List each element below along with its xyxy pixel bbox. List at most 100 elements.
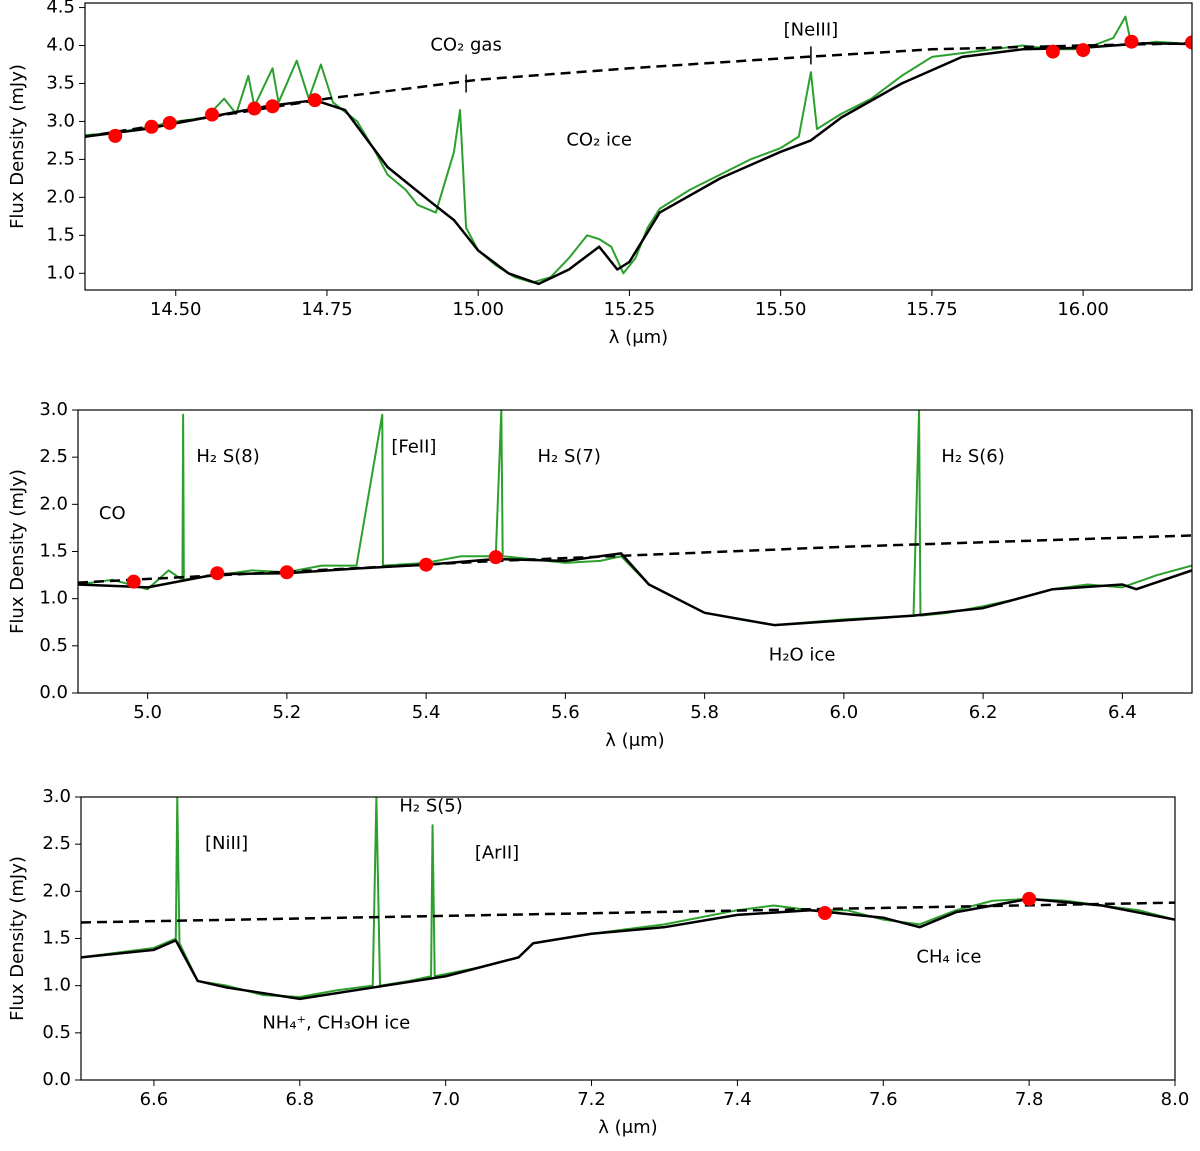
continuum-line — [81, 901, 1175, 924]
continuum-line — [85, 41, 1192, 138]
annotation: CH₄ ice — [916, 946, 981, 967]
x-tick-label: 6.0 — [830, 702, 859, 723]
anchor-point — [1045, 44, 1060, 59]
y-tick-label: 2.0 — [39, 493, 68, 514]
x-tick-label: 14.75 — [301, 299, 353, 320]
x-tick-label: 6.2 — [969, 702, 998, 723]
x-tick-label: 7.2 — [577, 1089, 606, 1110]
spectrum-line — [81, 797, 1175, 998]
y-tick-label: 1.5 — [39, 541, 68, 562]
smoothed-line — [81, 897, 1175, 1001]
x-axis-label: λ (μm) — [609, 327, 668, 348]
smoothed-line — [78, 552, 1192, 627]
y-tick-label: 2.5 — [46, 148, 75, 169]
y-tick-label: 2.5 — [39, 446, 68, 467]
continuum-line — [78, 534, 1192, 584]
annotation: H₂ S(8) — [196, 446, 259, 467]
anchor-point — [265, 99, 280, 114]
x-tick-label: 8.0 — [1161, 1089, 1190, 1110]
x-axis-label: λ (μm) — [605, 730, 664, 751]
anchor-point — [307, 93, 322, 108]
y-tick-label: 0.0 — [39, 682, 68, 703]
x-axis-label: λ (μm) — [598, 1117, 657, 1138]
annotation: H₂ S(6) — [941, 446, 1004, 467]
y-tick-label: 4.5 — [46, 0, 75, 18]
y-tick-label: 3.5 — [46, 72, 75, 93]
anchor-point — [162, 115, 177, 130]
annotation: NH₄⁺, CH₃OH ice — [262, 1012, 410, 1033]
y-tick-label: 2.0 — [42, 880, 71, 901]
annotation: CO₂ gas — [430, 35, 502, 56]
y-tick-label: 3.0 — [46, 110, 75, 131]
axes-frame — [84, 2, 1193, 291]
y-tick-label: 1.0 — [39, 588, 68, 609]
y-tick-label: 0.0 — [42, 1069, 71, 1090]
x-tick-label: 6.6 — [140, 1089, 169, 1110]
anchor-point — [1185, 35, 1192, 50]
plot-area — [85, 15, 1192, 286]
annotation: [ArII] — [475, 843, 519, 864]
plot-area — [81, 797, 1175, 1001]
y-axis-label: Flux Density (mJy) — [7, 469, 28, 634]
x-tick-label: 6.4 — [1108, 702, 1137, 723]
spectrum-line — [78, 410, 1192, 627]
x-tick-label: 7.8 — [1015, 1089, 1044, 1110]
annotation: CO₂ ice — [566, 129, 632, 150]
annotation: [NeIII] — [784, 19, 839, 40]
y-tick-label: 4.0 — [46, 35, 75, 56]
x-tick-label: 5.6 — [551, 702, 580, 723]
x-tick-label: 6.8 — [285, 1089, 314, 1110]
anchor-point — [1022, 891, 1037, 906]
y-axis-label: Flux Density (mJy) — [7, 64, 28, 229]
anchor-point — [247, 101, 262, 116]
plot-area — [78, 410, 1192, 627]
spectrum-line — [85, 15, 1192, 284]
y-tick-label: 1.0 — [42, 975, 71, 996]
x-tick-label: 7.0 — [431, 1089, 460, 1110]
x-tick-label: 15.50 — [755, 299, 807, 320]
panel: 14.50 14.75 15.00 15.25 15.50 15.75 16.00 1.0 1.… — [7, 0, 1193, 348]
anchor-point — [1124, 34, 1139, 49]
annotation: H₂ S(7) — [538, 446, 601, 467]
anchor-point — [205, 107, 220, 122]
anchor-point — [126, 574, 141, 589]
anchor-point — [144, 119, 159, 134]
y-tick-label: 2.0 — [46, 186, 75, 207]
anchor-point — [1076, 43, 1091, 58]
x-tick-label: 5.4 — [412, 702, 441, 723]
y-tick-label: 1.5 — [46, 224, 75, 245]
annotation: [NiII] — [205, 833, 248, 854]
annotation: H₂O ice — [769, 644, 836, 665]
x-tick-label: 15.75 — [906, 299, 958, 320]
x-tick-label: 7.6 — [869, 1089, 898, 1110]
x-tick-label: 15.25 — [604, 299, 656, 320]
annotation: CO — [99, 503, 126, 524]
x-tick-label: 7.4 — [723, 1089, 752, 1110]
anchor-point — [108, 128, 123, 143]
annotation: H₂ S(5) — [399, 795, 462, 816]
y-tick-label: 1.0 — [46, 262, 75, 283]
anchor-point — [210, 566, 225, 581]
anchor-point — [419, 557, 434, 572]
anchor-point — [817, 906, 832, 921]
y-tick-label: 2.5 — [42, 833, 71, 854]
x-tick-label: 14.50 — [150, 299, 202, 320]
x-tick-label: 5.0 — [133, 702, 162, 723]
panel: 5.0 5.2 5.4 5.6 5.8 6.0 6.2 6.4 0.0 0.5 1.0 1.5 2.0 2… — [7, 399, 1193, 751]
y-tick-label: 3.0 — [39, 399, 68, 420]
x-tick-label: 16.00 — [1057, 299, 1109, 320]
y-axis-label: Flux Density (mJy) — [7, 856, 28, 1021]
y-tick-label: 3.0 — [42, 786, 71, 807]
annotation: [FeII] — [391, 437, 436, 458]
panel: 6.6 6.8 7.0 7.2 7.4 7.6 7.8 8.0 0.0 0.5 1.0 1.5 2.0 2… — [7, 786, 1189, 1138]
anchor-point — [279, 565, 294, 580]
smoothed-line — [85, 41, 1192, 286]
y-tick-label: 1.5 — [42, 928, 71, 949]
x-tick-label: 5.8 — [690, 702, 719, 723]
x-tick-label: 5.2 — [273, 702, 302, 723]
y-tick-label: 0.5 — [42, 1022, 71, 1043]
x-tick-label: 15.00 — [452, 299, 504, 320]
y-tick-label: 0.5 — [39, 635, 68, 656]
anchor-point — [488, 550, 503, 565]
